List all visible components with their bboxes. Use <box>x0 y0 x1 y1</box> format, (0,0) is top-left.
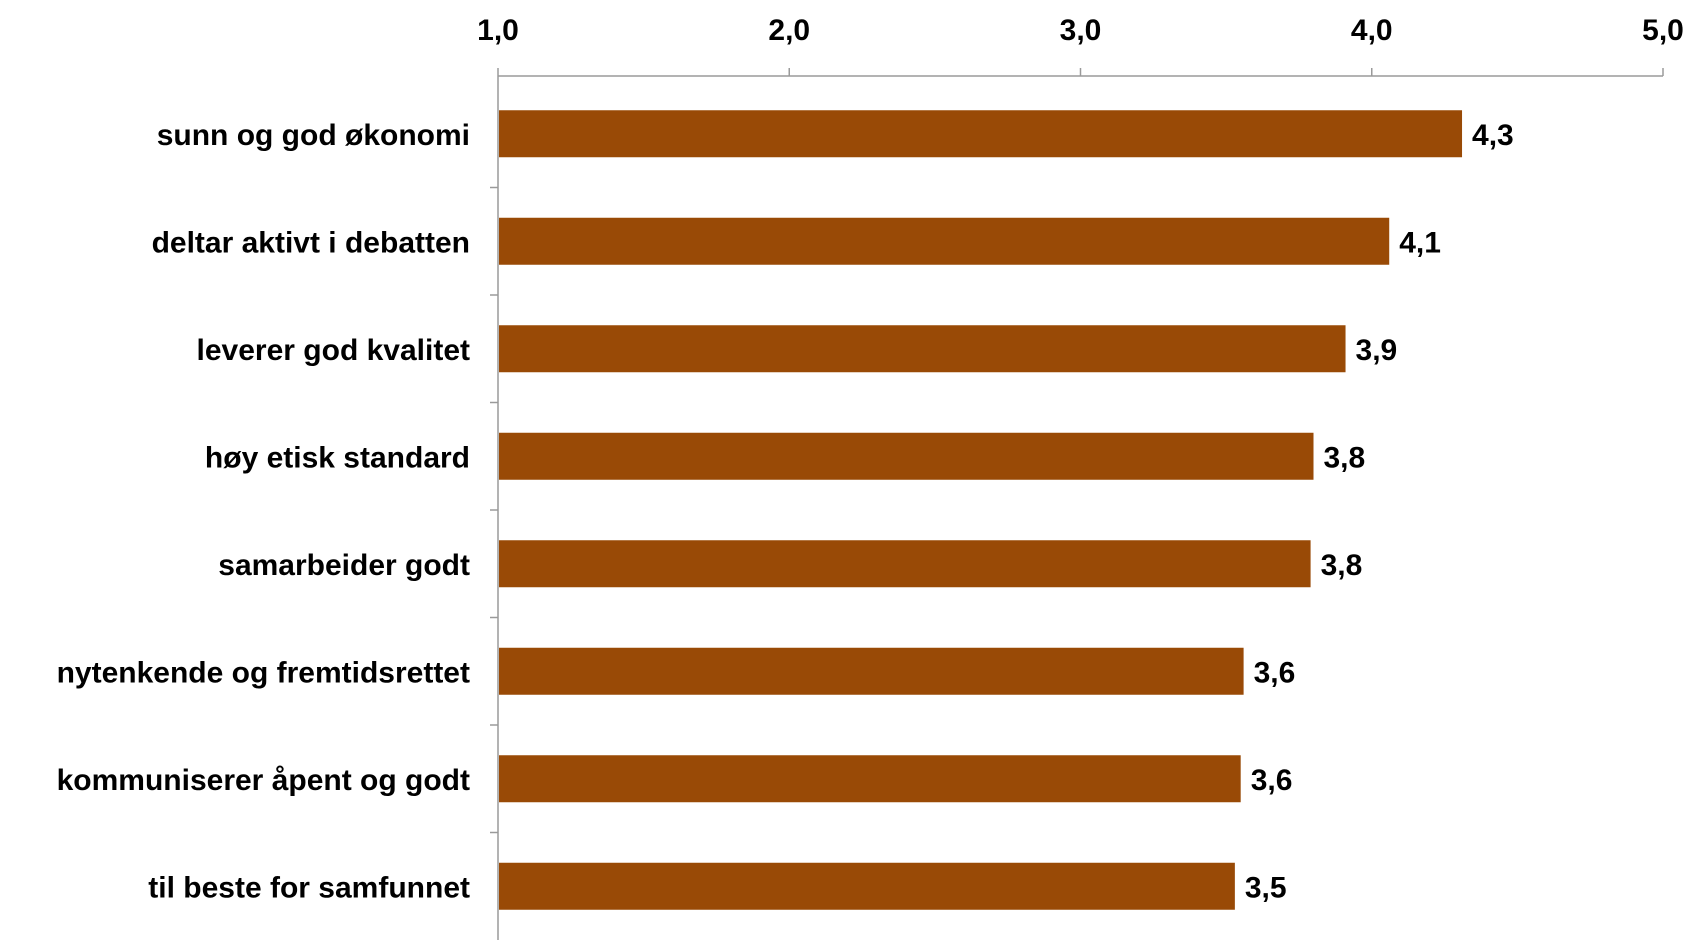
category-label: leverer god kvalitet <box>197 334 470 367</box>
category-label: nytenkende og fremtidsrettet <box>57 656 470 689</box>
bar <box>499 862 1235 910</box>
data-label: 3,8 <box>1324 441 1366 474</box>
data-label: 3,6 <box>1254 656 1296 689</box>
category-label: kommuniserer åpent og godt <box>57 764 470 797</box>
x-tick-label: 4,0 <box>1351 14 1393 47</box>
bar <box>499 432 1314 480</box>
data-labels: 4,3 4,1 3,9 3,8 3,8 3,6 3,6 3,5 <box>1245 119 1514 905</box>
bar <box>499 325 1346 373</box>
data-label: 4,1 <box>1399 226 1441 259</box>
bar <box>499 540 1311 588</box>
x-tick-label: 3,0 <box>1060 14 1102 47</box>
category-label: til beste for samfunnet <box>148 871 470 904</box>
category-labels: sunn og god økonomi deltar aktivt i debat… <box>57 119 470 905</box>
data-label: 3,5 <box>1245 871 1287 904</box>
x-axis: 1,0 2,0 3,0 4,0 5,0 <box>477 14 1684 77</box>
bars <box>499 110 1463 910</box>
y-axis <box>490 76 499 940</box>
data-label: 4,3 <box>1472 119 1514 152</box>
category-label: høy etisk standard <box>205 441 470 474</box>
bar <box>499 217 1390 265</box>
category-label: deltar aktivt i debatten <box>152 226 470 259</box>
data-label: 3,8 <box>1321 549 1363 582</box>
category-label: samarbeider godt <box>218 549 470 582</box>
bar <box>499 110 1463 158</box>
data-label: 3,9 <box>1356 334 1398 367</box>
x-tick-label: 2,0 <box>768 14 810 47</box>
bar <box>499 755 1241 803</box>
bar <box>499 647 1244 695</box>
x-tick-label: 1,0 <box>477 14 519 47</box>
category-label: sunn og god økonomi <box>157 119 470 152</box>
x-tick-label: 5,0 <box>1642 14 1684 47</box>
data-label: 3,6 <box>1251 764 1293 797</box>
